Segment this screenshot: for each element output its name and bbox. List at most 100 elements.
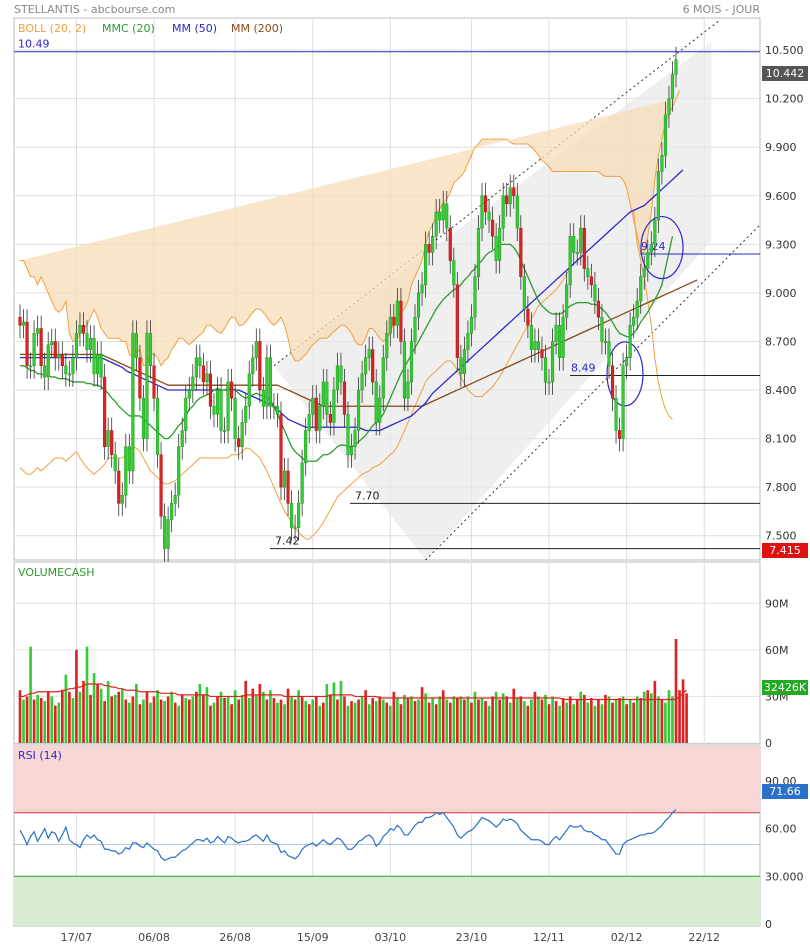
candle-body xyxy=(342,381,347,415)
candle-body xyxy=(272,405,276,408)
candle-body xyxy=(452,260,456,286)
candle-body xyxy=(226,381,230,431)
volume-bar xyxy=(547,704,551,743)
volume-bar xyxy=(374,701,378,743)
rsi-last-badge: 71.66 xyxy=(762,784,808,799)
volume-bar xyxy=(343,696,346,743)
volume-bar xyxy=(544,694,547,743)
candle-body xyxy=(353,430,357,447)
candle-body xyxy=(328,414,332,423)
volume-bar xyxy=(138,704,142,743)
volume-bar xyxy=(283,704,286,743)
volume-bar xyxy=(314,696,318,743)
candle-body xyxy=(286,470,290,504)
volume-bar xyxy=(477,699,480,743)
candle-body xyxy=(367,349,371,358)
volume-bar xyxy=(258,684,262,743)
volume-bar xyxy=(558,705,561,743)
x-axis-label: 23/10 xyxy=(456,931,488,944)
volume-bar xyxy=(526,705,530,743)
candle-body xyxy=(473,276,477,318)
candle-body xyxy=(237,438,241,447)
candle-body xyxy=(427,244,431,253)
candle-body xyxy=(543,357,548,383)
candle-body xyxy=(402,341,407,399)
volume-bar xyxy=(177,705,181,743)
x-axis-label: 12/11 xyxy=(533,931,565,944)
candle-body xyxy=(282,470,287,488)
candle-body xyxy=(632,316,636,326)
volume-bar xyxy=(434,704,438,743)
volume-bar xyxy=(120,688,124,743)
rsi-tick-label: 0 xyxy=(765,918,772,931)
candle-body xyxy=(642,268,646,277)
volume-bar xyxy=(152,696,156,743)
candle-body xyxy=(459,357,463,375)
volume-bar xyxy=(29,646,32,743)
volume-bar xyxy=(18,690,22,743)
candle-body xyxy=(177,446,181,496)
volume-bar xyxy=(339,680,343,743)
candle-body xyxy=(360,373,364,391)
mmc20-line xyxy=(20,236,674,462)
candle-body xyxy=(46,344,50,378)
volume-bar xyxy=(240,694,244,743)
candle-body xyxy=(18,316,22,326)
candle-body xyxy=(586,268,590,277)
volume-bar xyxy=(247,697,251,743)
candle-body xyxy=(247,373,251,407)
rsi-overbought-zone xyxy=(14,746,760,813)
volume-bar xyxy=(494,691,498,743)
volume-bar xyxy=(515,697,519,743)
candle-body xyxy=(297,503,301,528)
volume-bar xyxy=(106,680,110,743)
volume-bar xyxy=(653,680,657,743)
candle-body xyxy=(607,341,611,366)
x-axis-label: 06/08 xyxy=(138,931,170,944)
volume-bar xyxy=(575,699,579,743)
volume-bar xyxy=(480,697,484,743)
volume-bar xyxy=(396,697,399,743)
volume-bar xyxy=(64,674,68,743)
volume-bar xyxy=(657,696,660,743)
x-axis-label: 26/08 xyxy=(219,931,251,944)
candle-body xyxy=(621,365,625,439)
candle-body xyxy=(409,341,414,383)
candle-body xyxy=(501,195,505,229)
volume-bar xyxy=(456,697,459,743)
volume-bar xyxy=(173,702,177,743)
candle-body xyxy=(230,381,234,399)
volume-bar xyxy=(406,697,410,743)
candle-body xyxy=(318,405,322,431)
volume-bar xyxy=(417,699,420,743)
candle-body xyxy=(321,381,325,407)
volume-bar xyxy=(674,638,678,743)
volume-bar xyxy=(685,693,688,743)
volume-bar xyxy=(410,696,413,743)
volume-bar xyxy=(110,696,114,743)
volume-bar xyxy=(170,691,173,743)
volume-bar xyxy=(628,699,632,743)
candle-body xyxy=(166,519,170,549)
volume-bar xyxy=(671,696,674,743)
candle-body xyxy=(314,397,318,431)
volume-bar xyxy=(293,699,297,743)
volume-bar xyxy=(590,697,593,743)
candle-body xyxy=(21,321,26,326)
volume-bar xyxy=(431,697,434,743)
volume-bar xyxy=(473,691,477,743)
volume-bar xyxy=(364,690,367,743)
candle-body xyxy=(74,333,79,358)
legend-boll: BOLL (20, 2) xyxy=(18,22,87,35)
volume-bar xyxy=(78,691,82,743)
candle-body xyxy=(357,389,361,431)
candle-body xyxy=(113,454,117,472)
volume-bar xyxy=(360,696,364,743)
candle-body xyxy=(646,252,650,269)
candle-body xyxy=(378,397,382,423)
volume-bar xyxy=(209,705,212,743)
volume-bar xyxy=(452,696,456,743)
candle-body xyxy=(434,211,438,237)
candle-body xyxy=(656,171,660,221)
